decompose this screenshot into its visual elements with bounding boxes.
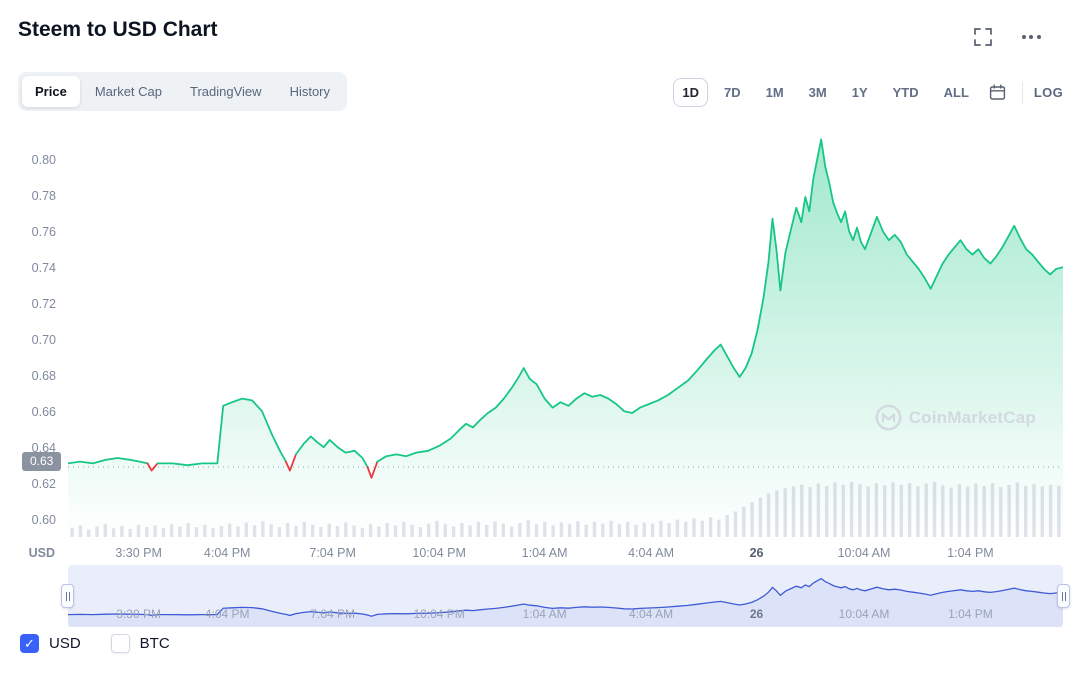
y-axis-label: 0.70 (31, 333, 56, 347)
page-title: Steem to USD Chart (18, 18, 218, 41)
more-options-icon[interactable] (1020, 26, 1042, 48)
tab-price[interactable]: Price (22, 76, 80, 107)
x-axis-label: 10:04 AM (837, 546, 891, 560)
navigator-axis-label: 4:04 PM (204, 607, 250, 621)
navigator-axis-label: 1:04 PM (948, 607, 993, 621)
separator (1021, 81, 1023, 104)
range-3m[interactable]: 3M (808, 85, 827, 100)
range-ytd[interactable]: YTD (892, 85, 919, 100)
y-axis-label: 0.62 (31, 477, 56, 491)
y-axis-label: 0.74 (31, 261, 56, 275)
tab-history[interactable]: History (289, 84, 331, 99)
range-1d[interactable]: 1D (673, 78, 708, 107)
price-area (68, 139, 1063, 537)
y-axis-label: 0.66 (31, 405, 56, 419)
navigator-axis-label: 4:04 AM (629, 607, 674, 621)
navigator-axis-label: 26 (749, 607, 764, 621)
y-axis-label: 0.76 (31, 225, 56, 239)
x-axis-label: 3:30 PM (115, 546, 162, 560)
usd-label: USD (49, 635, 81, 652)
range-7d[interactable]: 7D (723, 85, 741, 100)
usd-toggle[interactable]: ✓ USD (20, 634, 81, 653)
range-1y[interactable]: 1Y (851, 85, 868, 100)
chart-type-tabs: Price Market Cap TradingView History (18, 72, 348, 111)
current-price-tag: 0.63 (22, 452, 62, 471)
x-axis-label: 1:04 PM (947, 546, 994, 560)
log-scale-toggle[interactable]: LOG (1033, 85, 1063, 100)
calendar-icon[interactable] (987, 82, 1009, 104)
usd-checkbox-checked[interactable]: ✓ (20, 634, 39, 653)
tab-tradingview[interactable]: TradingView (190, 84, 262, 99)
y-axis-label: 0.72 (31, 297, 56, 311)
y-axis-label: 0.80 (31, 153, 56, 167)
brush-handle-right[interactable] (1057, 584, 1070, 608)
header-icons (972, 26, 1042, 48)
range-1m[interactable]: 1M (765, 85, 784, 100)
x-axis-label: 10:04 PM (412, 546, 466, 560)
price-line (67, 138, 1064, 479)
navigator-area (68, 578, 1063, 627)
x-axis-label: 26 (749, 546, 764, 560)
range-navigator[interactable]: 3:30 PM 4:04 PM 7:04 PM 10:04 PM 1:04 AM 4:04… (61, 565, 1070, 627)
btc-toggle[interactable]: BTC (110, 634, 170, 653)
y-axis-label: 0.78 (31, 189, 56, 203)
btc-label: BTC (139, 635, 170, 652)
range-all[interactable]: ALL (943, 85, 969, 100)
currency-legend: ✓ USD BTC (20, 634, 170, 653)
x-axis-label: 4:04 AM (628, 546, 674, 560)
x-axis-label: 7:04 PM (309, 546, 356, 560)
tab-market-cap[interactable]: Market Cap (94, 84, 163, 99)
y-axis-label: 0.64 (31, 441, 56, 455)
fullscreen-icon[interactable] (972, 26, 994, 48)
btc-checkbox-unchecked[interactable] (110, 634, 130, 653)
brush-handle-left[interactable] (61, 584, 74, 608)
x-axis-label: 1:04 AM (521, 546, 568, 560)
y-axis-label: 0.60 (31, 513, 56, 527)
navigator-axis-label: 1:04 AM (522, 607, 567, 621)
navigator-axis-label: 3:30 PM (116, 607, 161, 621)
navigator-axis-label: 7:04 PM (310, 607, 356, 621)
price-chart[interactable] (67, 135, 1064, 545)
range-controls: 1D 7D 1M 3M 1Y YTD ALL LOG (673, 78, 1063, 107)
x-axis-label: 4:04 PM (203, 546, 251, 560)
navigator-axis-label: 10:04 AM (838, 607, 890, 621)
y-axis-unit: USD (28, 546, 55, 560)
navigator-line (68, 577, 1063, 617)
y-axis-label: 0.68 (31, 369, 56, 383)
navigator-axis-label: 10:04 PM (413, 607, 465, 621)
